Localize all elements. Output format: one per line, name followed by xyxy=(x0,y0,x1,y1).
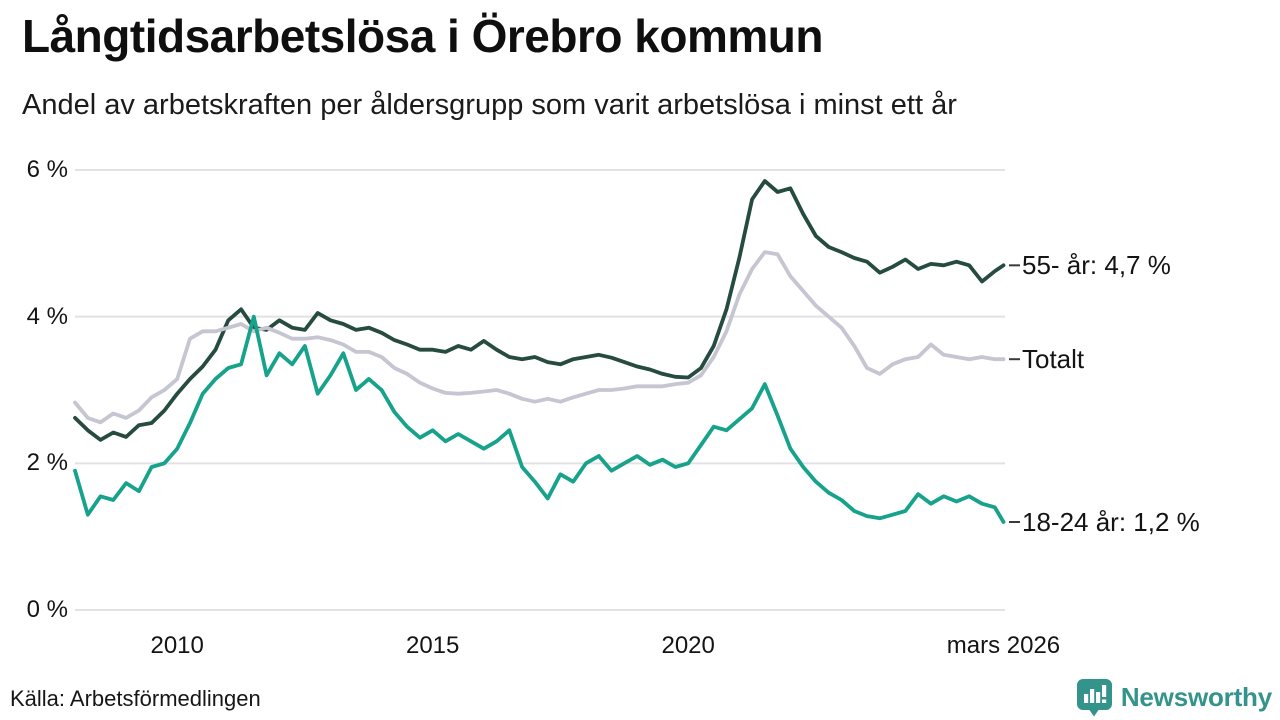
newsworthy-brand: Newsworthy xyxy=(1076,676,1272,718)
gridlines xyxy=(75,169,1005,611)
series-lines xyxy=(73,179,1006,524)
series-label-18-24-ar: 18-24 år: 1,2 % xyxy=(1022,507,1200,537)
line-Totalt xyxy=(73,250,1006,425)
page-subtitle: Andel av arbetskraften per åldersgrupp s… xyxy=(22,89,957,121)
bar-chart-glyph xyxy=(1083,684,1107,703)
y-tick-6: 6 % xyxy=(26,156,68,183)
page-title: Långtidsarbetslösa i Örebro kommun xyxy=(22,10,823,62)
newsworthy-logo-icon xyxy=(1076,678,1112,716)
newsworthy-wordmark: Newsworthy xyxy=(1120,681,1272,712)
source-note: Källa: Arbetsförmedlingen xyxy=(10,686,261,711)
x-tick-mars-2026: mars 2026 xyxy=(946,632,1061,659)
series-label-dashes xyxy=(1009,264,1020,523)
y-tick-0: 0 % xyxy=(26,596,68,623)
series-label-totalt: Totalt xyxy=(1022,344,1085,375)
line-18-24-år xyxy=(73,314,1006,524)
y-tick-2: 2 % xyxy=(26,449,68,477)
x-tick-2015: 2015 xyxy=(405,632,460,659)
y-tick-4: 4 % xyxy=(26,302,68,330)
x-tick-2020: 2020 xyxy=(661,632,715,659)
line-55--år xyxy=(73,179,1006,442)
series-label-55-ar: 55- år: 4,7 % xyxy=(1022,250,1171,281)
speech-bubble-shape xyxy=(1076,678,1112,716)
x-tick-2010: 2010 xyxy=(150,632,204,659)
